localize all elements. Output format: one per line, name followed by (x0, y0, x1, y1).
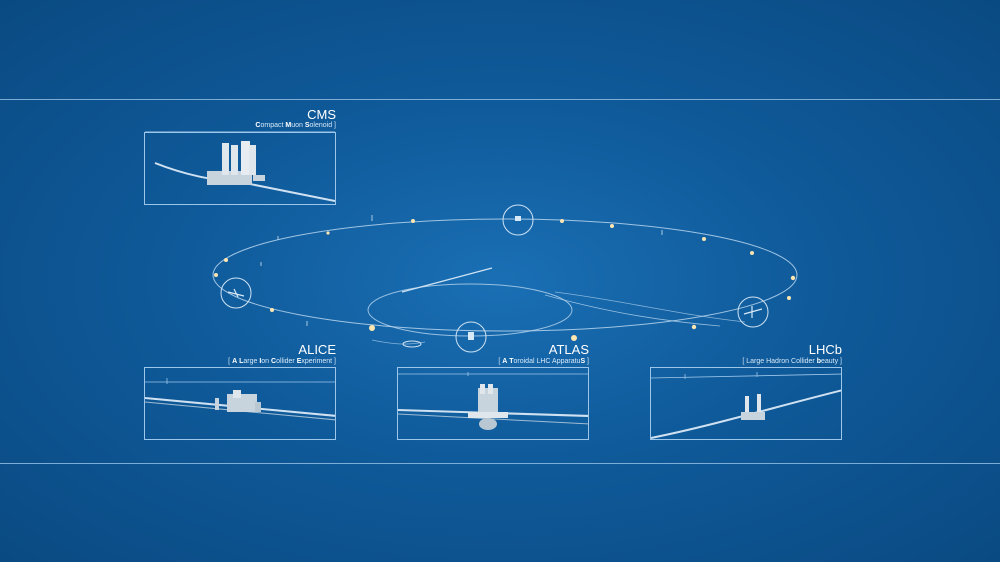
lhcb-location-marker (737, 296, 769, 328)
injection-line (401, 267, 493, 293)
atlas-title: ATLAS (548, 342, 589, 357)
alice-panel (144, 367, 336, 440)
ring-light-points (214, 219, 796, 341)
atlas-subtitle: [ A Toroidal LHC ApparatuS ] (498, 358, 589, 365)
atlas-panel (397, 367, 589, 440)
atlas-glyph (468, 332, 474, 340)
cms-glyph (515, 216, 521, 221)
cms-panel (144, 132, 336, 205)
cms-title: CMS (307, 107, 336, 122)
alice-location-marker (220, 277, 252, 309)
lhcb-panel (650, 367, 842, 440)
lhc-main-ring (212, 218, 798, 332)
cms-subtitle: Compact Muon Solenoid ] (255, 122, 336, 129)
alice-title: ALICE (298, 342, 336, 357)
lhcb-title: LHCb (808, 342, 842, 357)
lhcb-glyph (743, 306, 763, 318)
alice-glyph (227, 288, 245, 298)
alice-detector-illustration (145, 378, 335, 421)
top-divider-line (0, 99, 1000, 100)
bottom-divider-line (0, 463, 1000, 464)
cms-detector-illustration (154, 141, 335, 202)
atlas-location-marker (455, 321, 487, 353)
atlas-detector-illustration (398, 372, 588, 430)
booster-line (371, 339, 426, 345)
sps-inner-ring (367, 283, 573, 337)
lhcb-subtitle: [ Large Hadron Collider beauty ] (742, 358, 842, 365)
transfer-line-1 (544, 294, 721, 327)
lhcb-detector-illustration (651, 372, 841, 439)
ring-tick-marks (260, 215, 663, 326)
booster-ring (402, 340, 422, 348)
alice-subtitle: [ A Large Ion Collider Experiment ] (228, 358, 336, 365)
cms-location-marker (502, 204, 534, 236)
transfer-line-2 (554, 291, 746, 323)
